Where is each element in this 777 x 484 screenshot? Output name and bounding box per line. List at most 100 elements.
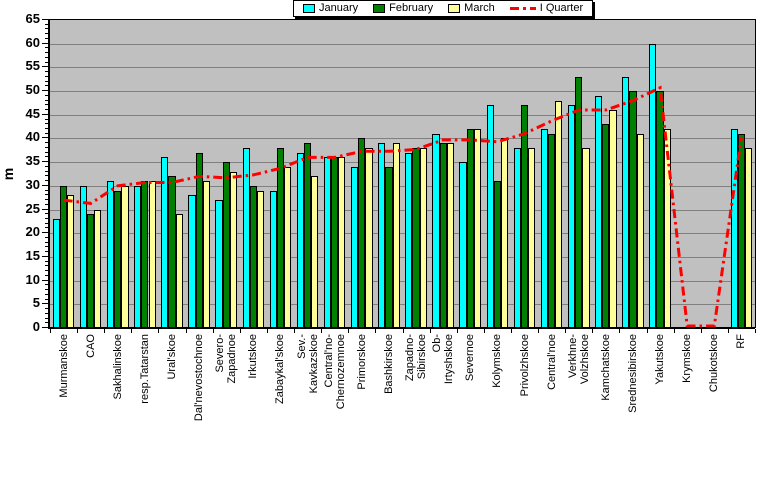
y-minor-tick [45, 165, 48, 167]
y-minor-tick [45, 274, 48, 276]
x-tick [348, 329, 350, 333]
y-major-tick [42, 66, 48, 68]
y-minor-tick [45, 236, 48, 238]
x-category-label-3: resp.Tatarstan [138, 334, 151, 404]
y-tick-label: 60 [25, 34, 40, 50]
y-tick-label: 25 [25, 200, 40, 216]
x-tick [266, 329, 268, 333]
y-major-tick [42, 113, 48, 115]
x-tick [402, 329, 404, 333]
gridline [50, 162, 755, 164]
y-minor-tick [45, 298, 48, 300]
y-tick-label: 5 [32, 295, 40, 311]
y-minor-tick [45, 246, 48, 248]
y-major-tick [42, 161, 48, 163]
x-tick [700, 329, 702, 333]
y-major-tick [42, 184, 48, 186]
y-minor-tick [45, 251, 48, 253]
x-category-label-12: Bashkirskoe [382, 334, 395, 394]
y-minor-tick [45, 241, 48, 243]
y-tick-label: 40 [25, 129, 40, 145]
x-category-label-25: RF [735, 334, 748, 349]
x-category-label-9: Sev.- Kavkazskoe [295, 334, 320, 394]
x-tick [239, 329, 241, 333]
y-tick-label: 50 [25, 82, 40, 98]
gridline [50, 209, 755, 211]
x-tick [50, 329, 51, 333]
x-category-label-13: Zapadno- Sibirskoe [404, 334, 429, 382]
x-tick [619, 329, 621, 333]
x-category-label-24: Chukotskoe [708, 334, 721, 393]
y-minor-tick [45, 132, 48, 134]
x-tick [673, 329, 675, 333]
y-minor-tick [45, 203, 48, 205]
x-tick [456, 329, 458, 333]
x-tick [565, 329, 567, 333]
x-tick [321, 329, 323, 333]
y-minor-tick [45, 99, 48, 101]
gridline [50, 256, 755, 258]
y-tick-label: 55 [25, 58, 40, 74]
y-tick-label: 0 [32, 319, 40, 334]
chart-legend: January February March I Quarter [293, 0, 594, 17]
x-category-label-22: Yakutskoe [654, 334, 667, 385]
x-category-label-4: Ural'skoe [166, 334, 179, 380]
y-minor-tick [45, 289, 48, 291]
x-category-label-1: CAO [84, 334, 97, 358]
y-minor-tick [45, 37, 48, 39]
y-minor-tick [45, 170, 48, 172]
x-category-label-10: Central'no- Chernozemnoe [322, 334, 347, 410]
gridline [50, 43, 755, 45]
x-tick [158, 329, 160, 333]
y-minor-tick [45, 175, 48, 177]
x-tick [212, 329, 214, 333]
legend-swatch-icon [373, 4, 386, 13]
x-tick [294, 329, 296, 333]
x-category-label-23: Krymskoe [681, 334, 694, 383]
y-minor-tick [45, 75, 48, 77]
x-tick [104, 329, 106, 333]
y-minor-tick [45, 180, 48, 182]
y-minor-tick [45, 270, 48, 272]
y-minor-tick [45, 61, 48, 63]
y-minor-tick [45, 308, 48, 310]
y-major-tick [42, 327, 48, 328]
y-minor-tick [45, 52, 48, 54]
y-major-tick [42, 208, 48, 210]
y-minor-tick [45, 23, 48, 25]
x-tick [538, 329, 540, 333]
legend-dashed-line-icon [509, 7, 536, 10]
y-tick-label: 65 [25, 11, 40, 26]
y-major-tick [42, 90, 48, 92]
x-tick [646, 329, 648, 333]
iquarter-line [63, 85, 743, 328]
y-minor-tick [45, 293, 48, 295]
y-minor-tick [45, 194, 48, 196]
y-tick-label: 10 [25, 271, 40, 287]
y-minor-tick [45, 218, 48, 219]
x-category-label-7: Irkutskoe [247, 334, 260, 379]
gridline [50, 138, 755, 140]
y-minor-tick [45, 127, 48, 129]
x-tick [429, 329, 431, 333]
y-major-tick [42, 19, 48, 20]
legend-label: January [319, 2, 359, 14]
x-category-label-11: Primorskoe [355, 334, 368, 390]
x-tick [727, 329, 729, 333]
y-minor-tick [45, 284, 48, 286]
y-tick-label: 45 [25, 105, 40, 121]
x-tick [375, 329, 377, 333]
y-minor-tick [45, 312, 48, 314]
y-minor-tick [45, 33, 48, 35]
x-category-label-5: Dal'nevostochnoe [193, 334, 206, 422]
y-minor-tick [45, 213, 48, 215]
y-minor-tick [45, 199, 48, 201]
y-major-tick [42, 303, 48, 305]
x-category-label-14: Ob- Irtyshskoe [431, 334, 456, 385]
y-minor-tick [45, 123, 48, 125]
y-minor-tick [45, 109, 48, 111]
gridline [50, 233, 755, 235]
y-minor-tick [45, 265, 48, 267]
gridline [50, 280, 755, 282]
